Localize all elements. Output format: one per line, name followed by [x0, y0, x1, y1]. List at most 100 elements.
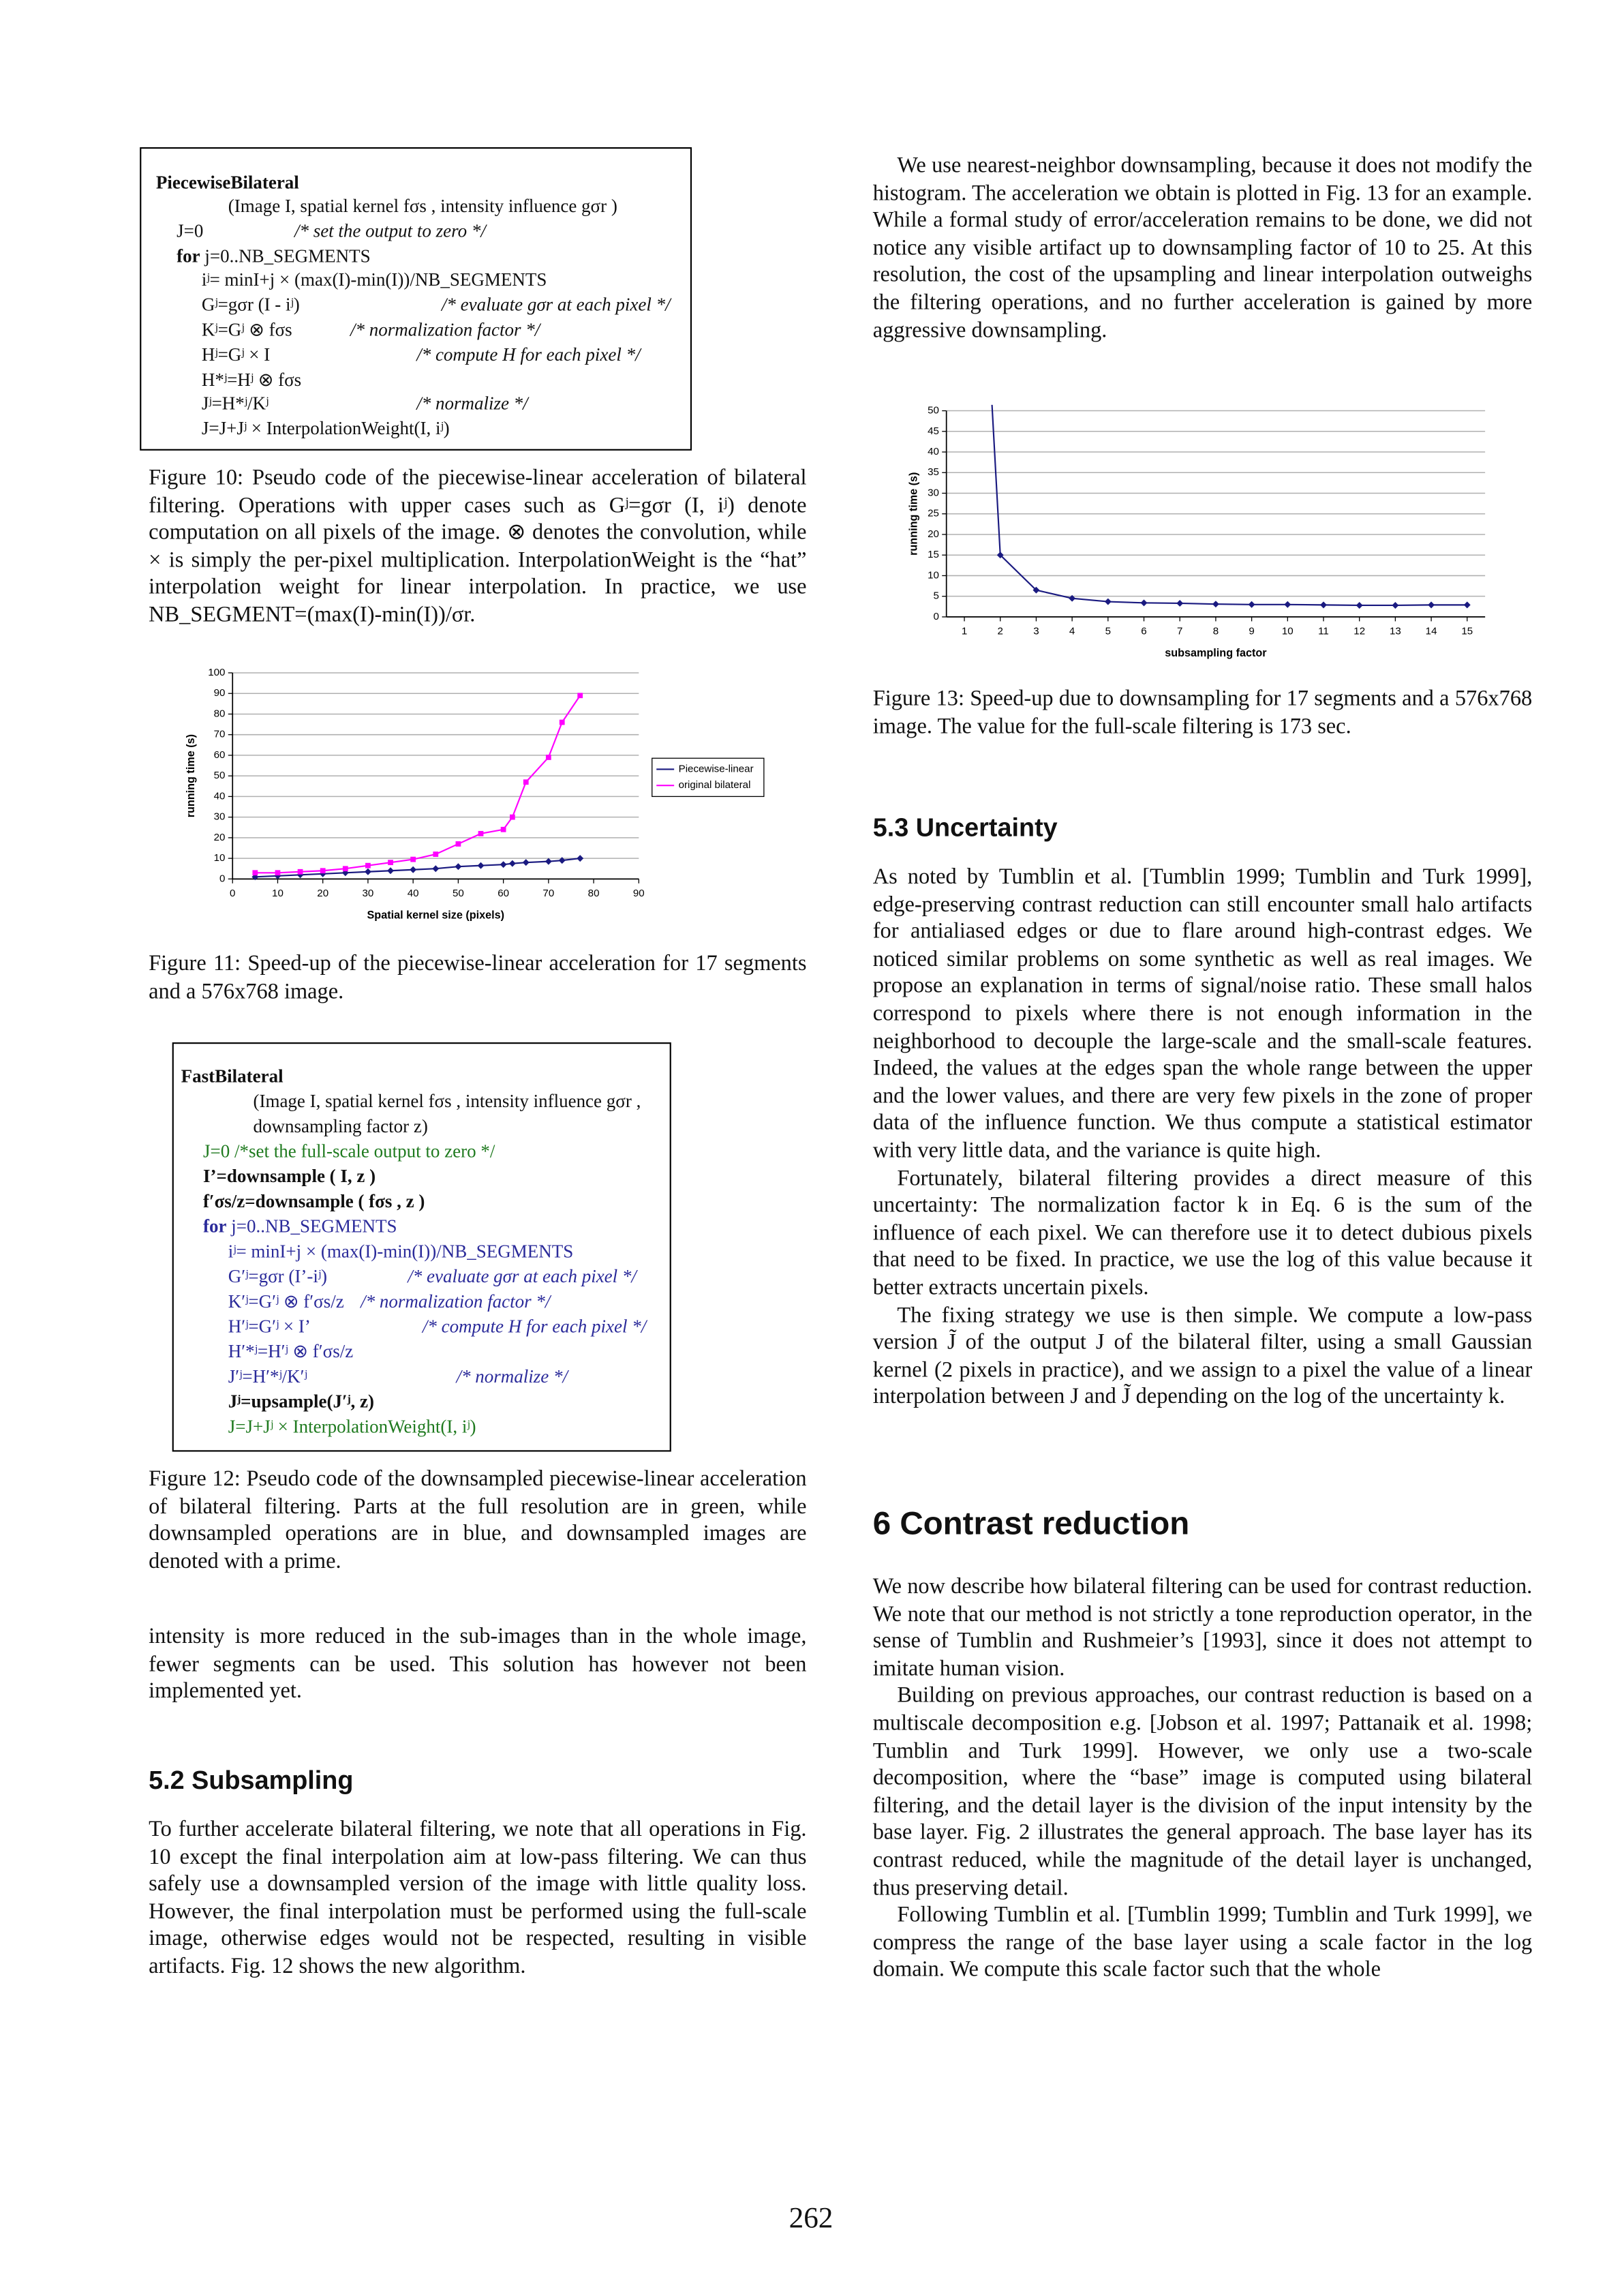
legend-box	[652, 757, 765, 798]
x-tick-label: 15	[1461, 625, 1473, 637]
x-tick-label: 5	[1105, 625, 1111, 637]
code-line: Jʲ=upsample(J′ʲ, z)	[228, 1391, 374, 1413]
data-point	[477, 862, 485, 869]
y-tick-label: 30	[214, 811, 226, 823]
x-tick-label: 6	[1141, 625, 1146, 637]
data-point	[1104, 598, 1112, 605]
data-point	[365, 862, 371, 868]
code-text: Jʲ=H*ʲ/Kʲ	[201, 393, 269, 414]
code-comment: /* normalize */	[416, 393, 528, 414]
paragraph-text: Building on previous approaches, our con…	[872, 1685, 1533, 1901]
code-line: H′ʲ=G′ʲ × I’	[228, 1316, 311, 1338]
x-tick-label: 13	[1390, 625, 1401, 637]
data-point	[320, 868, 326, 874]
code-line: J=J+Jʲ × InterpolationWeight(I, iʲ)	[228, 1417, 476, 1438]
x-tick-label: 3	[1033, 625, 1039, 637]
y-tick-label: 10	[214, 852, 226, 864]
paragraph-text: As noted by Tumblin et al. [Tumblin 1999…	[872, 865, 1533, 1164]
x-axis-label: subsampling factor	[1165, 647, 1267, 659]
x-tick-label: 80	[588, 888, 600, 899]
data-point	[1356, 602, 1363, 609]
data-point	[509, 814, 515, 820]
figure13-caption: Figure 13: Speed-up due to downsampling …	[872, 687, 1533, 739]
code-text: Kʲ=Gʲ ⊗ fσs	[201, 319, 292, 340]
x-tick-label: 20	[317, 888, 328, 899]
code-text: J′ʲ=H′*ʲ/K′ʲ	[228, 1366, 307, 1387]
data-point	[1428, 601, 1435, 609]
x-tick-label: 7	[1177, 625, 1182, 637]
code-line: I’=downsample ( I, z )	[203, 1166, 376, 1188]
paragraph: We use nearest-neighbor downsampling, be…	[873, 153, 1533, 345]
code-text: j=0..NB_SEGMENTS	[226, 1215, 397, 1237]
data-point	[559, 719, 565, 725]
data-point	[387, 867, 395, 875]
y-tick-label: 40	[928, 446, 939, 457]
x-tick-label: 10	[1282, 625, 1294, 637]
y-tick-label: 40	[214, 790, 226, 802]
code-line: Gʲ=gσr (I - iʲ)	[202, 294, 300, 316]
y-tick-label: 90	[214, 687, 226, 699]
code-line: Hʲ=Gʲ × I	[202, 344, 270, 366]
x-tick-label: 14	[1426, 625, 1437, 637]
figure10-code-box	[140, 147, 692, 451]
code-line: K′ʲ=G′ʲ ⊗ f′σs/z	[228, 1291, 344, 1313]
code-comment: /* normalization factor */	[350, 319, 540, 340]
code-line: Jʲ=H*ʲ/Kʲ	[202, 393, 269, 415]
code-line: J=J+Jʲ × InterpolationWeight(I, iʲ)	[202, 419, 450, 440]
y-tick-label: 25	[928, 508, 939, 519]
code-line: J′ʲ=H′*ʲ/K′ʲ	[228, 1366, 307, 1388]
x-tick-label: 50	[453, 888, 464, 899]
data-point	[410, 856, 416, 862]
figure11-caption: Figure 11: Speed-up of the piecewise-lin…	[149, 952, 807, 1004]
paragraph-text: Fortunately, bilateral filtering provide…	[872, 1166, 1533, 1300]
y-tick-label: 20	[214, 832, 226, 843]
data-point	[545, 858, 552, 865]
data-point	[1140, 599, 1148, 607]
data-point	[996, 552, 1004, 559]
section-body: As noted by Tumblin et al. [Tumblin 1999…	[873, 864, 1533, 1412]
data-point	[455, 863, 462, 871]
x-tick-label: 30	[363, 888, 374, 899]
x-tick-label: 40	[408, 888, 419, 899]
code-line: for j=0..NB_SEGMENTS	[177, 245, 370, 267]
data-point	[508, 860, 516, 867]
paragraph: To further accelerate bilateral filterin…	[149, 1818, 807, 1979]
code-line: Kʲ=Gʲ ⊗ fσs	[202, 320, 292, 342]
data-point	[1069, 594, 1076, 602]
figure11-chart: 0 10 20 30 40 50 60 70 80 90 100 0 10 20 30 40 50 60 70 80 9…	[185, 667, 765, 922]
code-comment: /* compute H for each pixel */	[422, 1316, 647, 1338]
code-line: (Image I, spatial kernel fσs , intensity…	[228, 196, 617, 217]
x-tick-label: 4	[1069, 625, 1075, 637]
code-text: H′*ʲ=H′ʲ ⊗ f′σs/z	[228, 1341, 354, 1362]
data-point	[1392, 602, 1399, 609]
x-tick-label: 12	[1353, 625, 1365, 637]
data-point	[388, 860, 393, 866]
code-text: (Image I, spatial kernel fσs , intensity…	[228, 196, 617, 217]
code-line: for j=0..NB_SEGMENTS	[203, 1216, 397, 1238]
paragraph-text: Following Tumblin et al. [Tumblin 1999; …	[872, 1903, 1533, 1982]
paragraph-text: We now describe how bilateral filtering …	[872, 1575, 1533, 1681]
data-point	[500, 826, 506, 832]
y-tick-label: 10	[928, 569, 939, 581]
data-point	[577, 855, 584, 862]
code-comment: /* evaluate gσr at each pixel */	[441, 294, 671, 316]
code-text: J=J+Jʲ × InterpolationWeight(I, iʲ)	[201, 418, 450, 439]
code-line: iʲ= minI+j × (max(I)-min(I))/NB_SEGMENTS	[228, 1241, 573, 1263]
code-line: G′ʲ=gσr (I’-iʲ)	[228, 1266, 327, 1288]
legend-label: Piecewise-linear	[679, 763, 754, 774]
data-point	[1248, 601, 1255, 608]
y-tick-label: 30	[928, 487, 939, 498]
data-point	[577, 693, 583, 699]
y-tick-label: 35	[928, 466, 939, 478]
code-comment: /* evaluate gσr at each pixel */	[408, 1266, 637, 1287]
x-axis-label: Spatial kernel size (pixels)	[367, 909, 505, 922]
figure12-code-box	[172, 1042, 671, 1452]
x-tick-label: 90	[633, 888, 645, 899]
data-point	[410, 866, 417, 873]
code-line: J=0 /*set the full-scale output to zero …	[203, 1141, 495, 1163]
data-point	[1212, 601, 1219, 608]
code-text: iʲ= minI+j × (max(I)-min(I))/NB_SEGMENTS	[228, 1241, 574, 1262]
data-point	[1284, 601, 1291, 608]
code-comment: /* normalize */	[456, 1366, 568, 1387]
